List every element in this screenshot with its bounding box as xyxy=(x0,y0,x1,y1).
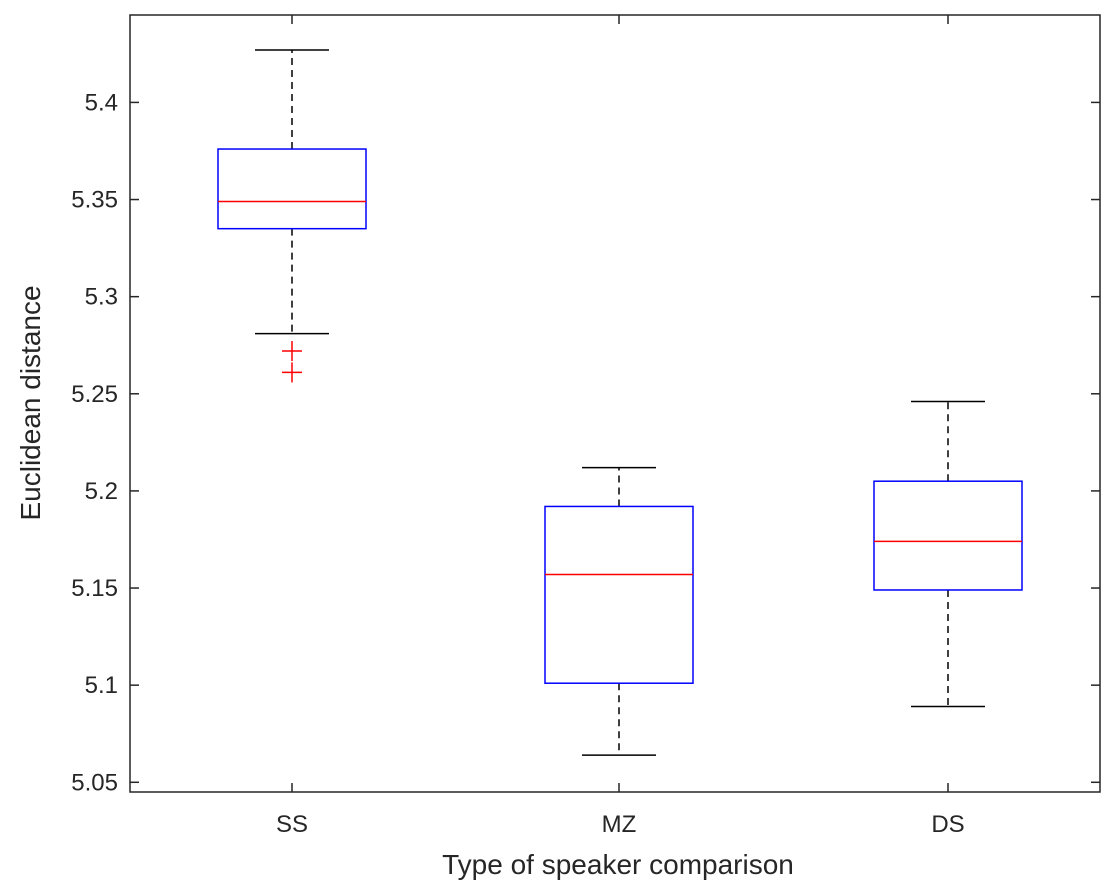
y-axis: 5.05 5.1 5.15 5.2 5.25 5.3 5.35 5.4 xyxy=(71,89,1100,796)
box-mz xyxy=(544,466,694,756)
outlier-marker xyxy=(282,341,302,362)
x-tick-label: MZ xyxy=(602,811,637,838)
iqr-box xyxy=(873,480,1023,591)
y-tick-label: 5.15 xyxy=(71,575,118,602)
iqr-box xyxy=(217,148,367,230)
outlier-marker xyxy=(282,362,302,383)
y-tick-label: 5.4 xyxy=(85,89,118,116)
x-axis-label: Type of speaker comparison xyxy=(442,849,794,880)
y-tick-label: 5.1 xyxy=(85,672,118,699)
y-tick-label: 5.05 xyxy=(71,769,118,796)
x-tick-label: SS xyxy=(276,811,308,838)
x-tick-label: DS xyxy=(931,811,964,838)
y-tick-label: 5.2 xyxy=(85,478,118,505)
y-axis-label: Euclidean distance xyxy=(15,285,46,520)
boxes-layer xyxy=(217,49,1023,756)
y-tick-label: 5.25 xyxy=(71,381,118,408)
x-axis: SS MZ DS xyxy=(276,15,965,838)
iqr-box xyxy=(544,505,694,684)
plot-area-frame xyxy=(129,14,1101,793)
box-ds xyxy=(873,400,1023,708)
y-tick-label: 5.3 xyxy=(85,284,118,311)
box-ss xyxy=(217,49,367,383)
y-tick-label: 5.35 xyxy=(71,187,118,214)
